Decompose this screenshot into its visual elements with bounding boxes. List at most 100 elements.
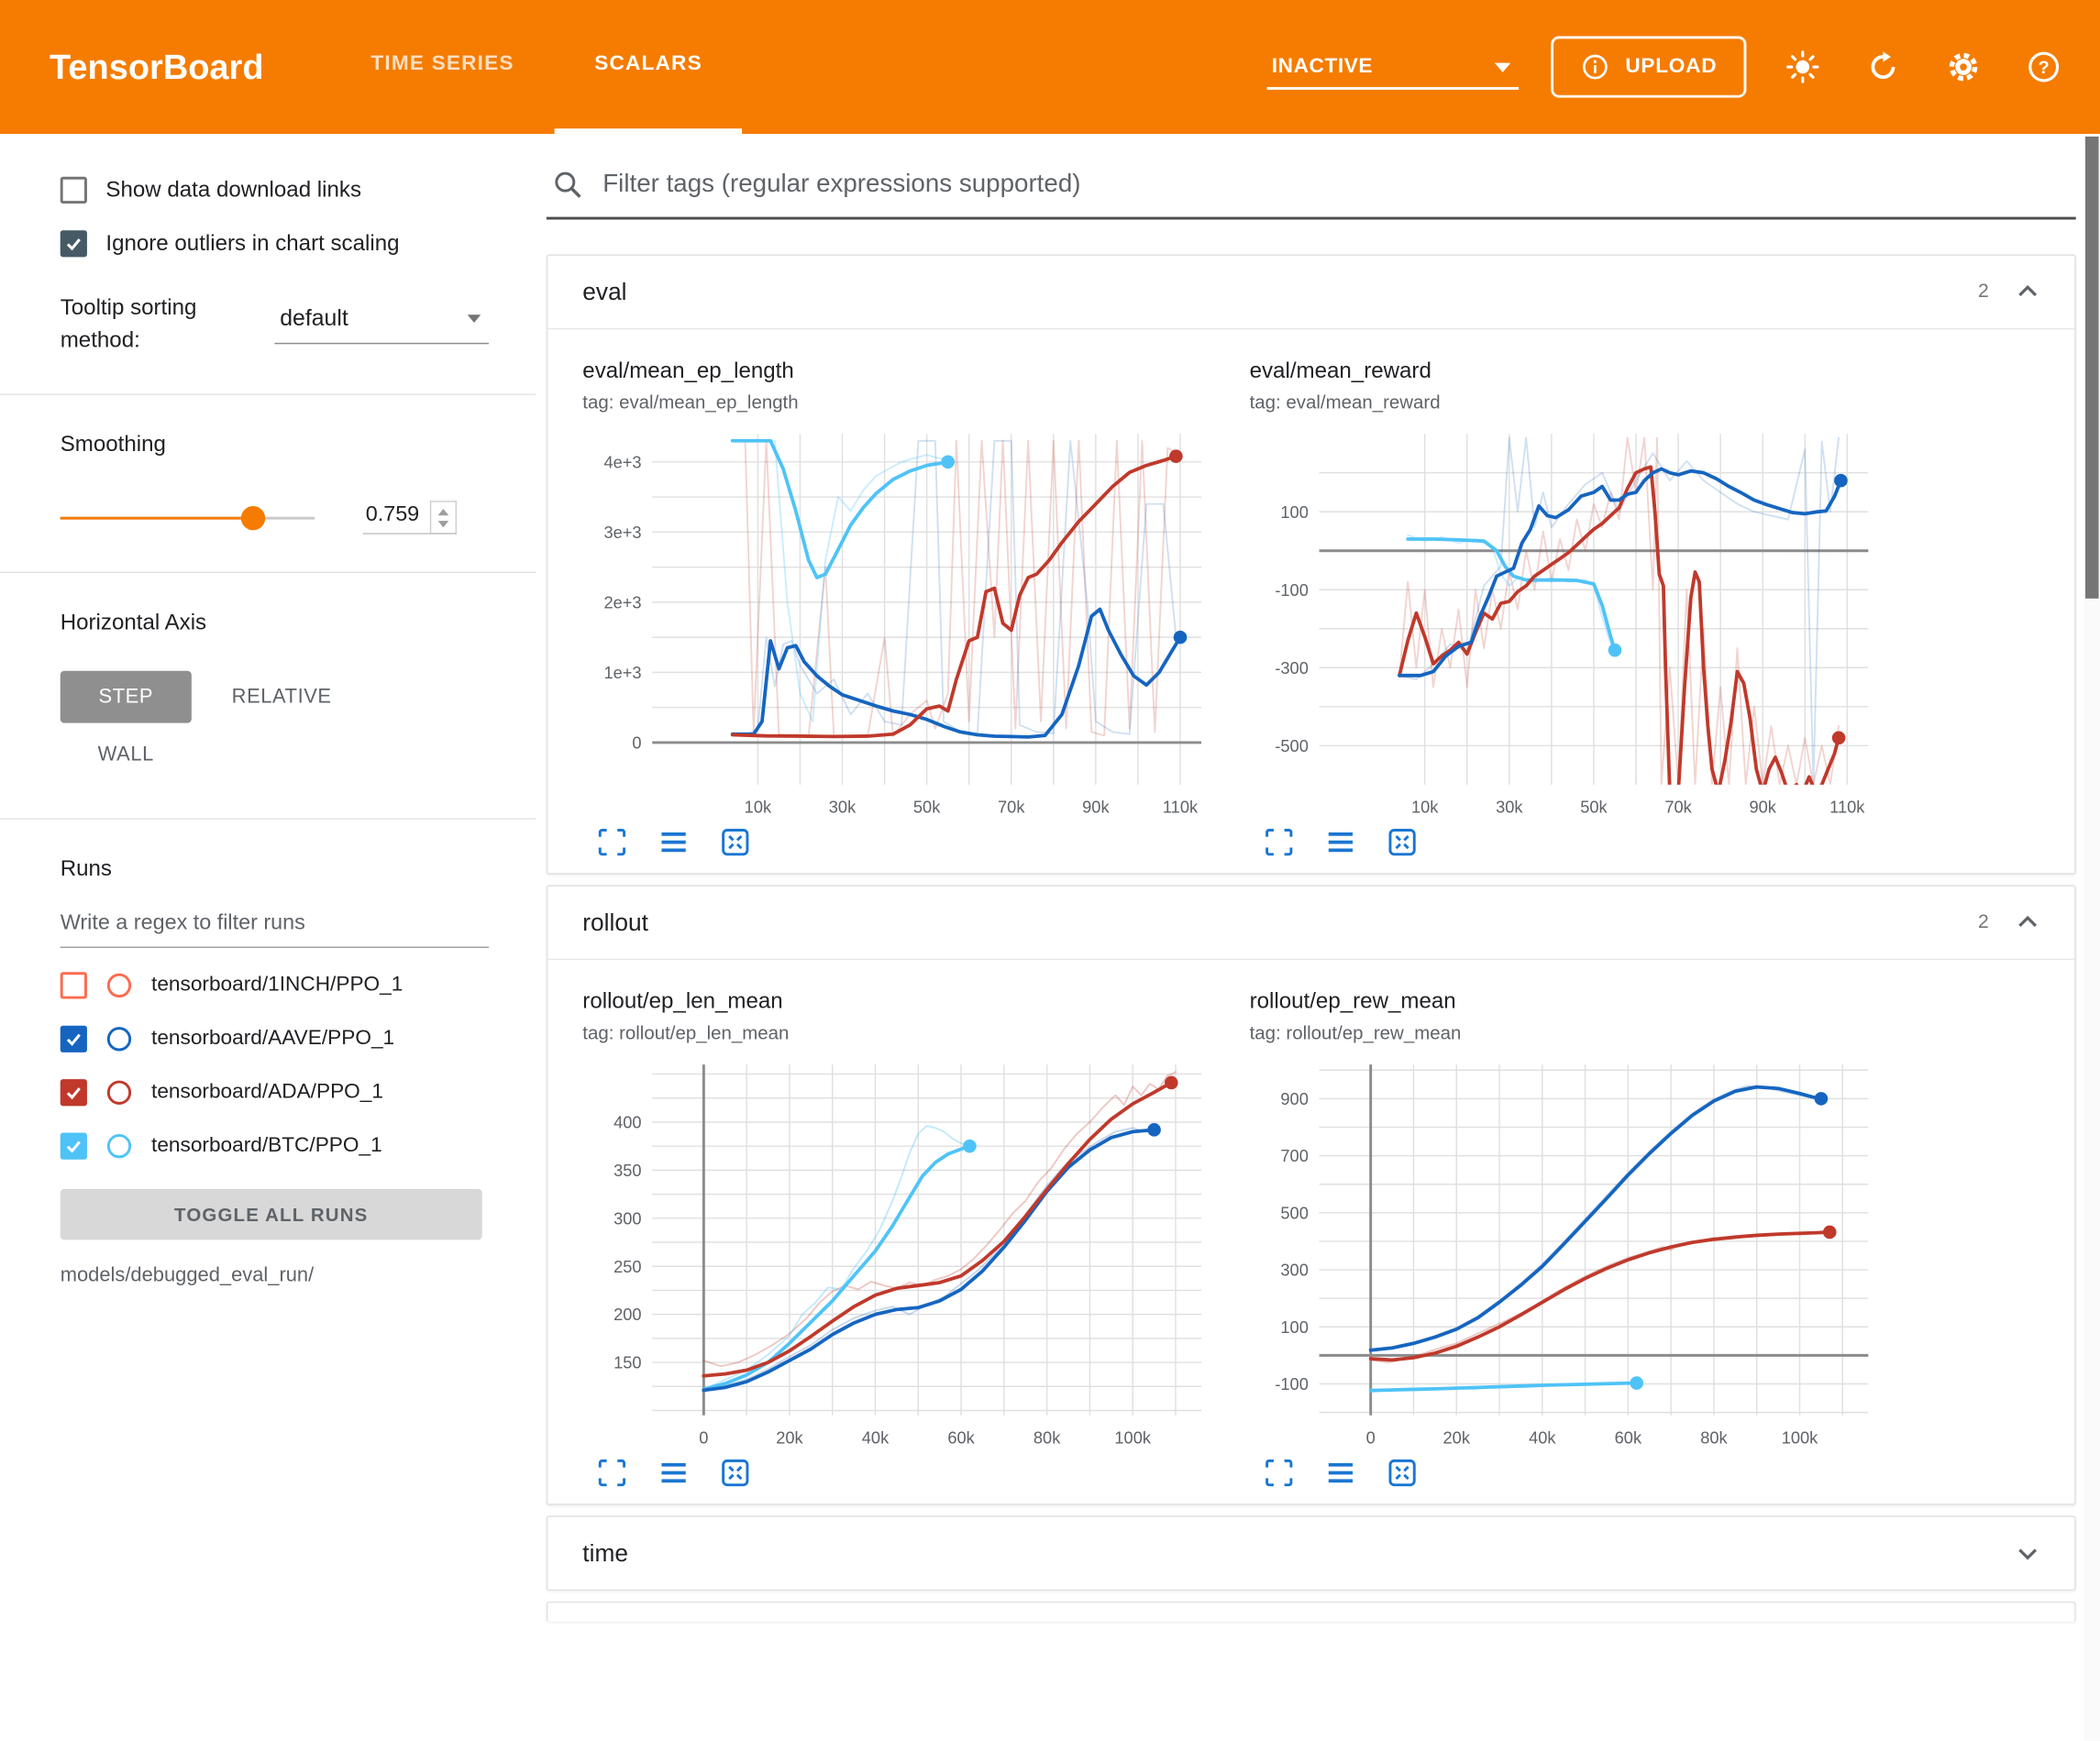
chart-canvas[interactable]: 10k 30k 50k 70k 90k 110k 0 1e+3 2e+3 3e+3 4e+3 [582, 424, 1211, 825]
tab-time-series[interactable]: TIME SERIES [370, 51, 514, 75]
section-chart-count: 2 [1977, 281, 1989, 303]
number-stepper[interactable] [429, 501, 458, 534]
ignore-outliers-checkbox[interactable] [60, 230, 87, 258]
divider [0, 818, 536, 820]
section-time-header[interactable]: time [547, 1517, 2074, 1590]
axis-step-button[interactable]: STEP [60, 670, 192, 723]
chart-canvas[interactable]: 10k 30k 50k 70k 90k 110k 100 -100 -300 -500 [1250, 424, 1879, 825]
svg-text:60k: 60k [1615, 1427, 1642, 1447]
show-download-links-option[interactable]: Show data download links [60, 176, 489, 204]
app-title: TensorBoard [50, 46, 264, 87]
axis-relative-button[interactable]: RELATIVE [213, 671, 350, 723]
svg-text:400: 400 [613, 1113, 641, 1132]
data-table-icon[interactable] [658, 828, 690, 860]
brightness-icon [1785, 50, 1820, 84]
chart-canvas[interactable]: 0 20k 40k 60k 80k 100k -100 100 300 500 700 900 [1250, 1053, 1879, 1455]
brightness-toggle-button[interactable] [1778, 43, 1827, 92]
show-download-links-checkbox[interactable] [60, 176, 87, 204]
section-next-partial [546, 1601, 2076, 1622]
chart-canvas[interactable]: 0 20k 40k 60k 80k 100k 150 200 250 300 350 400 [582, 1053, 1211, 1455]
run-color-ring [106, 1134, 132, 1159]
run-checkbox[interactable] [60, 1132, 87, 1160]
svg-text:20k: 20k [1443, 1427, 1471, 1447]
svg-text:-100: -100 [1275, 580, 1309, 600]
scrollbar-thumb[interactable] [2084, 136, 2099, 599]
fullscreen-icon[interactable] [1263, 1458, 1295, 1490]
section-chart-count: 2 [1977, 911, 1989, 933]
svg-text:150: 150 [613, 1353, 641, 1372]
section-time: time [546, 1515, 2076, 1592]
run-row: tensorboard/ADA/PPO_1 [60, 1066, 489, 1119]
section-eval-header[interactable]: eval 2 [547, 256, 2075, 330]
smoothing-slider[interactable] [60, 505, 315, 530]
axis-wall-button[interactable]: WALL [61, 728, 192, 780]
content: Show data download links Ignore outliers… [0, 134, 2100, 1741]
slider-thumb[interactable] [241, 505, 266, 530]
tag-filter-input[interactable] [600, 169, 2073, 202]
fullscreen-icon[interactable] [1263, 828, 1295, 860]
connection-status-dropdown[interactable]: INACTIVE [1266, 44, 1519, 90]
data-table-icon[interactable] [658, 1458, 690, 1490]
chart-tag: tag: eval/mean_ep_length [582, 391, 799, 413]
chart-card: eval/mean_ep_length tag: eval/mean_ep_len… [582, 358, 1231, 859]
run-checkbox[interactable] [60, 972, 87, 999]
runs-filter-input[interactable] [60, 900, 490, 949]
section-rollout-header[interactable]: rollout 2 [547, 887, 2075, 961]
refresh-icon [1865, 50, 1900, 84]
svg-text:110k: 110k [1163, 797, 1199, 816]
run-checkbox[interactable] [60, 1079, 87, 1107]
ignore-outliers-option[interactable]: Ignore outliers in chart scaling [60, 230, 489, 258]
fullscreen-icon[interactable] [596, 1458, 628, 1490]
svg-text:20k: 20k [776, 1427, 803, 1447]
data-table-icon[interactable] [1324, 1458, 1356, 1490]
svg-text:110k: 110k [1829, 797, 1865, 816]
vertical-scrollbar[interactable] [2083, 134, 2100, 1741]
chevron-down-icon [467, 314, 481, 323]
smoothing-value-input[interactable] [362, 501, 430, 534]
svg-text:70k: 70k [1664, 797, 1692, 816]
upload-button[interactable]: UPLOAD [1550, 36, 1747, 98]
fit-view-icon[interactable] [719, 828, 751, 860]
fit-view-icon[interactable] [719, 1458, 751, 1490]
tab-scalars[interactable]: SCALARS [554, 0, 743, 135]
chart-title: rollout/ep_rew_mean [1249, 989, 1456, 1014]
chart-toolbar [1250, 1458, 1898, 1490]
svg-text:4e+3: 4e+3 [603, 452, 641, 471]
svg-text:?: ? [2039, 58, 2050, 78]
stepper-down-icon[interactable] [437, 520, 449, 527]
toggle-all-runs-button[interactable]: TOGGLE ALL RUNS [60, 1188, 482, 1240]
chevron-down-icon [2012, 1537, 2044, 1570]
fit-view-icon[interactable] [1387, 1458, 1419, 1490]
section-rollout: rollout 2 rollout/ep_len_mean tag: rollou… [546, 885, 2076, 1505]
tooltip-sorting-dropdown[interactable]: default [274, 294, 490, 345]
chart-card: rollout/ep_len_mean tag: rollout/ep_len_m… [582, 989, 1231, 1490]
run-checkbox[interactable] [60, 1025, 87, 1052]
expand-section-button[interactable] [2010, 1536, 2045, 1570]
settings-button[interactable] [1940, 43, 1988, 92]
connection-status-label: INACTIVE [1271, 54, 1374, 78]
svg-text:250: 250 [613, 1257, 641, 1276]
svg-text:50k: 50k [913, 797, 941, 816]
fullscreen-icon[interactable] [596, 828, 628, 860]
svg-text:-500: -500 [1275, 736, 1309, 755]
svg-text:90k: 90k [1749, 797, 1776, 816]
axis-buttons-row: STEP RELATIVE [60, 670, 489, 723]
svg-text:40k: 40k [862, 1427, 890, 1447]
tag-filter-bar [546, 160, 2076, 220]
svg-text:40k: 40k [1529, 1427, 1556, 1447]
upload-label: UPLOAD [1625, 54, 1718, 78]
data-table-icon[interactable] [1324, 828, 1356, 860]
chevron-up-icon [2012, 276, 2044, 308]
collapse-section-button[interactable] [2010, 274, 2045, 309]
svg-text:200: 200 [613, 1305, 641, 1324]
help-button[interactable]: ? [2019, 43, 2068, 92]
svg-text:70k: 70k [998, 797, 1025, 816]
run-color-ring [106, 973, 132, 998]
fit-view-icon[interactable] [1387, 828, 1419, 860]
collapse-section-button[interactable] [2010, 905, 2045, 940]
run-label: tensorboard/1INCH/PPO_1 [151, 973, 403, 997]
svg-text:900: 900 [1280, 1089, 1308, 1108]
section-title: rollout [582, 908, 648, 936]
refresh-button[interactable] [1859, 43, 1907, 92]
stepper-up-icon[interactable] [437, 508, 449, 515]
